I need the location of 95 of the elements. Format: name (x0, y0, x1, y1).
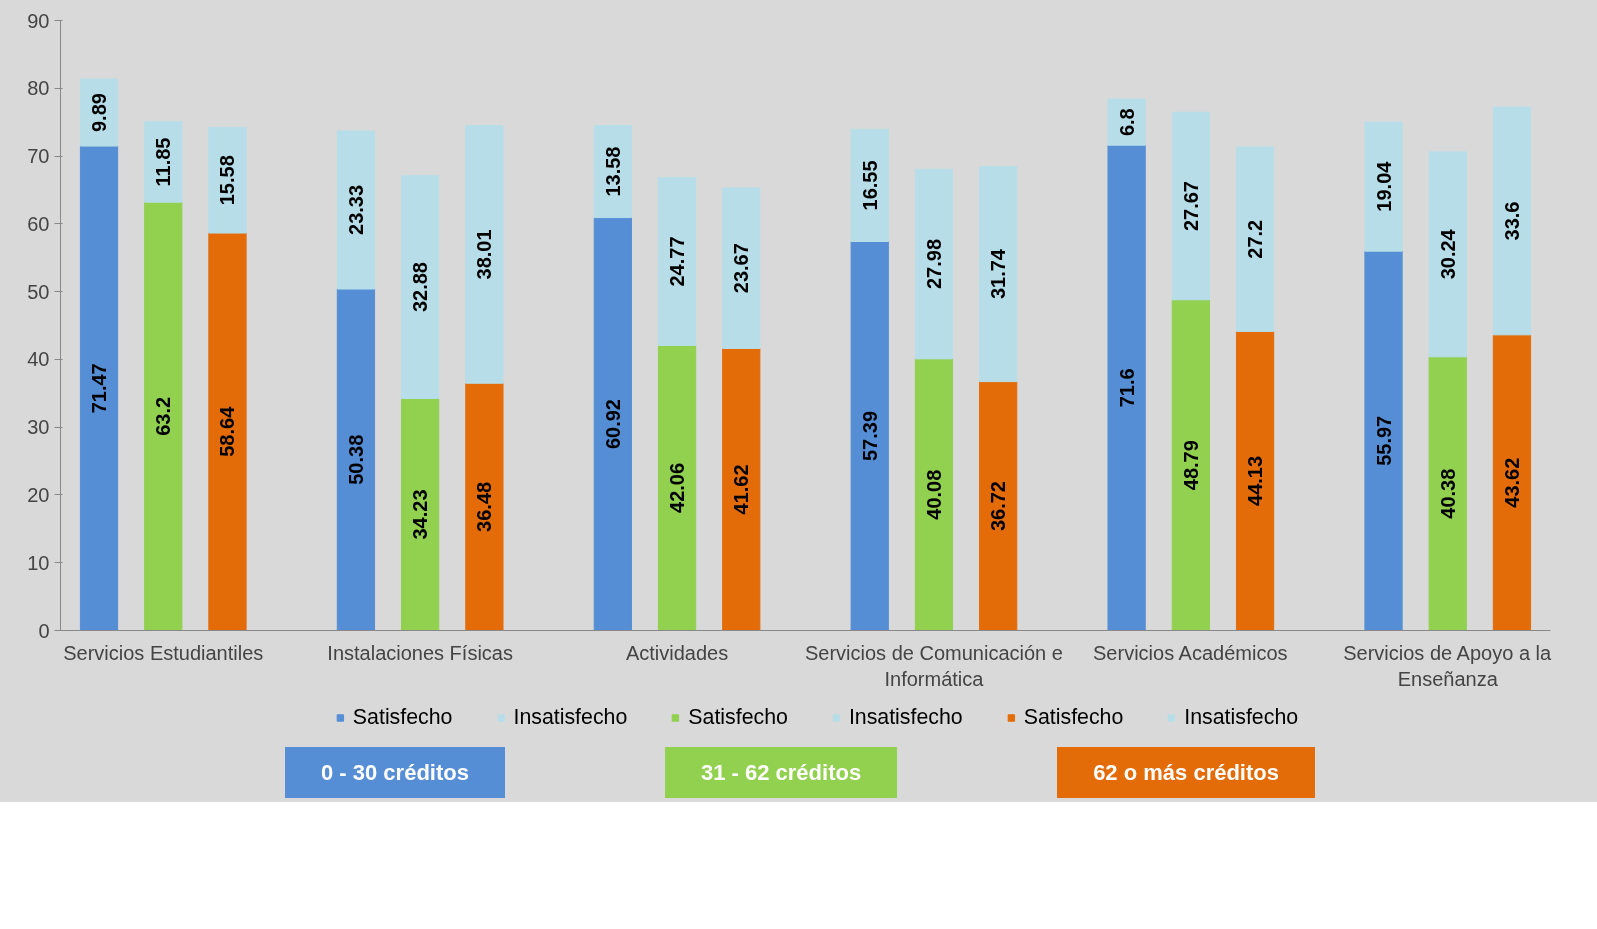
x-tick-label: Instalaciones Físicas (327, 641, 513, 664)
bar (1492, 106, 1532, 336)
bar (465, 382, 504, 631)
y-tick-label: 70 (27, 145, 50, 168)
data-label: 71.6 (1115, 368, 1138, 408)
bar (722, 187, 761, 349)
data-label: 16.55 (858, 160, 881, 211)
data-label: 27.2 (1244, 219, 1267, 259)
bar (850, 128, 889, 243)
data-label: 60.92 (601, 399, 624, 450)
bar (401, 398, 440, 631)
data-label: 55.97 (1372, 415, 1395, 466)
y-tick-label: 20 (27, 483, 50, 506)
data-label: 36.48 (473, 481, 496, 532)
legend-label: Satisfecho (352, 704, 453, 730)
data-label: 15.58 (216, 155, 239, 206)
bar (79, 145, 119, 631)
bar (336, 130, 376, 290)
y-tick-label: 80 (27, 77, 50, 100)
data-label: 19.04 (1372, 160, 1395, 212)
data-label: 48.79 (1179, 440, 1202, 491)
data-label: 71.47 (88, 363, 111, 414)
bar (657, 177, 697, 346)
bar (336, 288, 376, 631)
data-label: 43.62 (1500, 457, 1523, 508)
y-tick-label: 50 (27, 280, 50, 303)
data-label: 42.06 (666, 462, 689, 513)
bar (979, 381, 1018, 631)
bar (1235, 146, 1275, 332)
data-label: 27.67 (1179, 181, 1202, 232)
data-label: 23.33 (344, 184, 367, 235)
y-tick-label: 30 (27, 416, 50, 439)
data-label: 36.72 (987, 481, 1010, 532)
bar (1171, 299, 1210, 631)
data-label: 6.8 (1115, 108, 1138, 137)
data-label: 11.85 (152, 137, 175, 187)
bar (401, 175, 440, 399)
x-tick-label: Servicios Estudiantiles (63, 641, 264, 664)
data-label: 44.13 (1244, 455, 1267, 506)
bar (1364, 121, 1403, 252)
legend-label: Insatisfecho (513, 704, 628, 730)
legend-label: Insatisfecho (1184, 704, 1299, 730)
text: 0 - 30 créditos (284, 747, 505, 799)
bar (465, 125, 504, 384)
text: 31 - 62 créditos (664, 747, 898, 799)
bar (1428, 356, 1467, 631)
data-label: 63.2 (152, 396, 175, 436)
data-label: 9.89 (88, 93, 111, 133)
data-label: 27.98 (922, 238, 945, 290)
bar (1492, 334, 1532, 631)
legend-label: Insatisfecho (848, 704, 963, 730)
y-tick-label: 10 (27, 551, 50, 574)
bar (1235, 330, 1275, 631)
data-label: 34.23 (409, 489, 432, 540)
y-tick-label: 60 (27, 212, 50, 235)
bar (1107, 144, 1146, 631)
data-label: 57.39 (858, 410, 881, 462)
data-label: 30.24 (1436, 228, 1459, 280)
bar (850, 241, 889, 631)
legend-label: Satisfecho (1023, 704, 1124, 730)
x-tick-label: Servicios Académicos (1093, 641, 1288, 664)
bar (914, 358, 954, 631)
bar (1171, 111, 1210, 301)
text: 62 o más créditos (1057, 747, 1315, 799)
bar (208, 232, 247, 631)
y-tick-label: 90 (27, 9, 50, 32)
bar (144, 201, 183, 631)
bar (1364, 250, 1403, 631)
data-label: 40.08 (922, 469, 945, 520)
legend-label: Satisfecho (688, 704, 788, 730)
data-label: 50.38 (344, 434, 367, 485)
y-tick-label: 0 (38, 619, 50, 642)
data-label: 33.6 (1500, 201, 1523, 241)
bar (722, 347, 761, 631)
data-label: 23.67 (730, 243, 753, 294)
data-label: 40.38 (1436, 468, 1459, 519)
x-tick-label: Actividades (625, 641, 729, 664)
bar (1107, 98, 1146, 146)
data-label: 32.88 (409, 262, 432, 313)
data-label: 31.74 (987, 248, 1010, 300)
bar (593, 217, 632, 631)
bar (979, 165, 1018, 383)
bar (657, 344, 697, 631)
bar (208, 126, 247, 234)
data-label: 41.62 (730, 464, 753, 515)
data-label: 38.01 (473, 229, 496, 280)
data-label: 24.77 (666, 236, 689, 287)
bar (914, 168, 954, 360)
x-tick-label: Servicios de Apoyo a la Enseñanza (1343, 641, 1553, 690)
bar (1428, 151, 1467, 358)
x-tick-label: Servicios de Comunicación e Informática (805, 641, 1063, 690)
data-label: 13.58 (601, 146, 624, 197)
bar (144, 121, 183, 203)
y-tick-label: 40 (27, 348, 50, 371)
data-label: 58.64 (216, 405, 239, 457)
